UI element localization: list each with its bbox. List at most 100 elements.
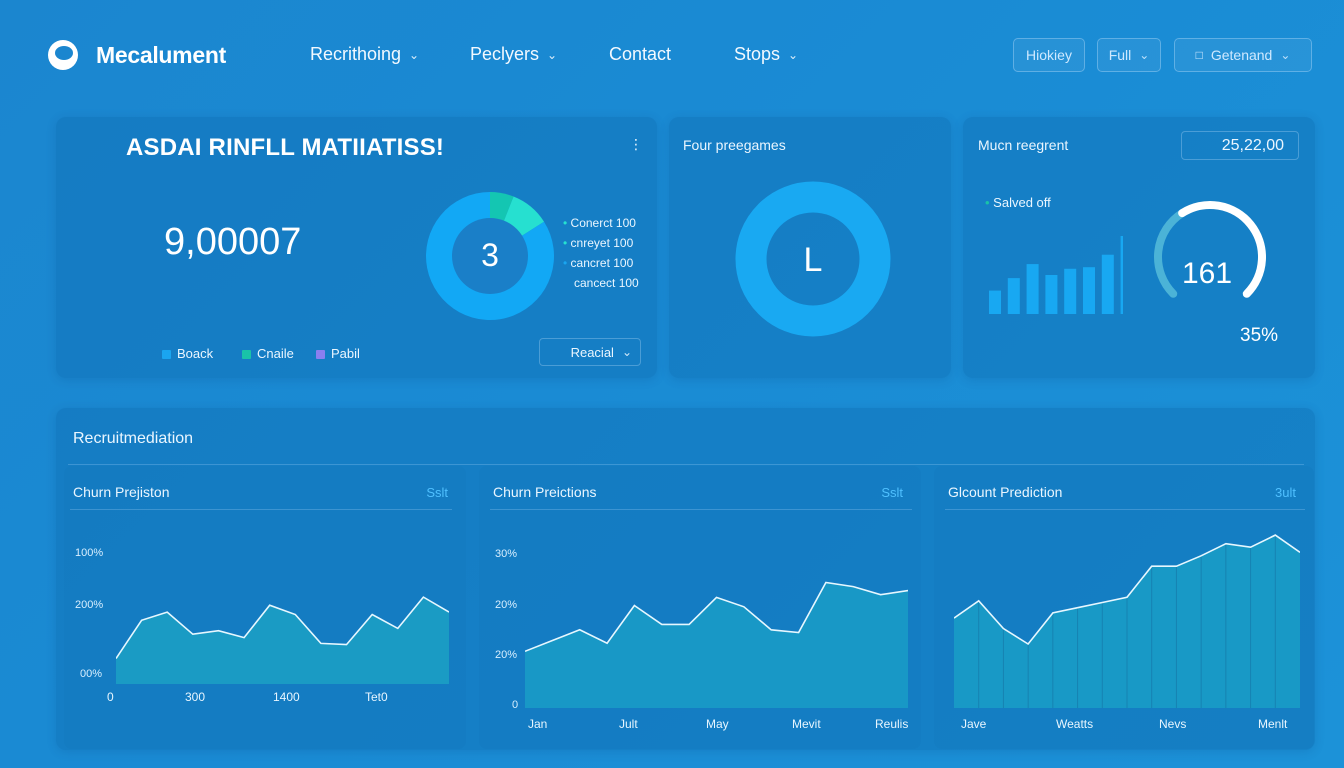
ring-arc bbox=[735, 181, 891, 337]
gauge-value: 161 bbox=[1181, 257, 1233, 290]
y-tick-label: 20% bbox=[495, 599, 518, 611]
chevron-down-icon: ⌄ bbox=[621, 345, 632, 359]
legend-dot: • bbox=[985, 195, 994, 210]
bar bbox=[1064, 268, 1077, 314]
legend-item-salved: • Salved off bbox=[985, 195, 1051, 210]
donut-legend: • Conerct 100 • cnreyet 100 • cancret 10… bbox=[563, 213, 639, 293]
chart-divider bbox=[945, 509, 1305, 510]
percent-value: 35% bbox=[1240, 325, 1279, 346]
nav-label: Stops bbox=[734, 44, 781, 64]
area-chart bbox=[116, 596, 449, 684]
reacial-select[interactable]: Reacial ⌄ bbox=[539, 338, 641, 366]
area-fill bbox=[116, 597, 449, 684]
nav-item-contact[interactable]: Contact bbox=[609, 44, 671, 65]
getenand-label: Getenand bbox=[1210, 47, 1273, 63]
legend-item-cnaile: Cnaile bbox=[242, 346, 294, 361]
area-chart bbox=[954, 534, 1300, 708]
bar bbox=[1026, 264, 1039, 314]
donut-legend-item: • Conerct 100 bbox=[563, 216, 636, 230]
x-tick-label: Jave bbox=[961, 717, 987, 731]
hiokiey-button[interactable]: Hiokiey bbox=[1013, 38, 1085, 72]
donut-legend-label: cancret 100 bbox=[570, 256, 634, 270]
ring-center-value: L bbox=[803, 241, 823, 279]
full-dropdown[interactable]: Full ⌄ bbox=[1097, 38, 1161, 72]
nav-item-peclyers[interactable]: Peclyers ⌄ bbox=[470, 44, 557, 65]
x-tick-label: May bbox=[706, 717, 729, 731]
brand[interactable]: Mecalument bbox=[48, 40, 226, 70]
bar bbox=[1120, 236, 1123, 314]
chevron-down-icon: ⌄ bbox=[409, 47, 420, 62]
bar bbox=[989, 290, 1001, 314]
nav-label: Contact bbox=[609, 44, 672, 64]
legend-swatch bbox=[316, 350, 325, 360]
legend-label: Pabil bbox=[331, 346, 360, 361]
x-tick-label: Reulis bbox=[875, 717, 909, 731]
x-tick-label: 0 bbox=[107, 690, 114, 704]
chevron-down-icon: ⌄ bbox=[788, 47, 799, 62]
legend-swatch bbox=[242, 350, 251, 360]
more-options-icon[interactable]: ⋮ bbox=[629, 136, 643, 152]
x-tick-label: Weatts bbox=[1056, 717, 1094, 731]
chart-title: Churn Prejiston bbox=[73, 484, 170, 500]
chart-divider bbox=[70, 509, 452, 510]
chart-title: Glcount Prediction bbox=[948, 484, 1063, 500]
x-tick-label: Jult bbox=[619, 717, 638, 731]
bar-chart bbox=[989, 236, 1123, 314]
legend-label: Cnaile bbox=[257, 346, 294, 361]
nav-label: Peclyers bbox=[470, 44, 540, 64]
donut-legend-label: Conerct 100 bbox=[570, 216, 636, 230]
x-tick-label: Jan bbox=[528, 717, 548, 731]
y-tick-label: 100% bbox=[75, 547, 104, 559]
bar bbox=[1045, 275, 1058, 314]
x-tick-label: 300 bbox=[185, 690, 206, 704]
bar bbox=[1101, 254, 1114, 314]
gauge-fill bbox=[1178, 201, 1266, 298]
bar bbox=[1007, 278, 1020, 314]
chevron-down-icon: ⌄ bbox=[547, 47, 558, 62]
x-tick-label: 1400 bbox=[273, 690, 300, 704]
chart-action-link[interactable]: Sslt bbox=[426, 485, 448, 500]
donut-legend-item: • cancret 100 bbox=[563, 256, 634, 270]
chart-divider bbox=[490, 509, 912, 510]
gauge-card: Mucn reegrent 25,22,00 • Salved off 161 … bbox=[963, 117, 1315, 378]
getenand-dropdown[interactable]: □ Getenand ⌄ bbox=[1174, 38, 1312, 72]
y-tick-label: 20% bbox=[495, 649, 518, 661]
card-title: ASDAI RINFLL MATIIATISS! bbox=[126, 134, 445, 161]
bar bbox=[1083, 267, 1095, 314]
chart-action-link[interactable]: 3ult bbox=[1275, 485, 1296, 500]
donut-legend-item: • cnreyet 100 bbox=[563, 236, 634, 250]
area-chart bbox=[525, 581, 908, 708]
area-fill bbox=[525, 582, 908, 708]
donut-legend-item: cancect 100 bbox=[563, 273, 639, 293]
legend-label: Boack bbox=[177, 346, 214, 361]
donut-chart bbox=[426, 192, 554, 320]
ring-card: Four preegames L bbox=[669, 117, 951, 378]
gauge-chart bbox=[1154, 201, 1266, 298]
chart-action-link[interactable]: Sslt bbox=[881, 485, 903, 500]
area-line bbox=[954, 534, 1300, 646]
x-tick-label: Tet0 bbox=[365, 690, 388, 704]
legend-label: Salved off bbox=[993, 195, 1051, 210]
lock-icon: □ bbox=[1195, 48, 1203, 62]
chevron-down-icon: ⌄ bbox=[1139, 48, 1150, 62]
x-tick-label: Nevs bbox=[1159, 717, 1187, 731]
section-title: Recruitmediation bbox=[73, 430, 194, 447]
legend-item-pabil: Pabil bbox=[316, 346, 360, 361]
big-number: 9,00007 bbox=[164, 221, 302, 263]
app-logo-icon bbox=[48, 40, 78, 70]
gauge-track bbox=[1154, 209, 1187, 298]
area-line bbox=[525, 581, 908, 653]
x-tick-label: Menlt bbox=[1258, 717, 1288, 731]
donut-center-value: 3 bbox=[481, 237, 499, 273]
nav-item-recrithoing[interactable]: Recrithoing ⌄ bbox=[310, 44, 419, 65]
nav-item-stops[interactable]: Stops ⌄ bbox=[734, 44, 798, 65]
y-tick-label: 200% bbox=[75, 599, 104, 611]
chart-card-churn-prejiston: Churn Prejiston Sslt 100% 200% 00% 0 300… bbox=[64, 466, 466, 749]
ring-chart bbox=[735, 181, 891, 337]
area-fill bbox=[954, 535, 1300, 708]
chart-title: Churn Preictions bbox=[493, 484, 597, 500]
y-tick-label: 30% bbox=[495, 548, 518, 560]
legend-item-boack: Boack bbox=[162, 346, 213, 361]
brand-name: Mecalument bbox=[96, 41, 226, 68]
donut-hole bbox=[452, 218, 528, 294]
